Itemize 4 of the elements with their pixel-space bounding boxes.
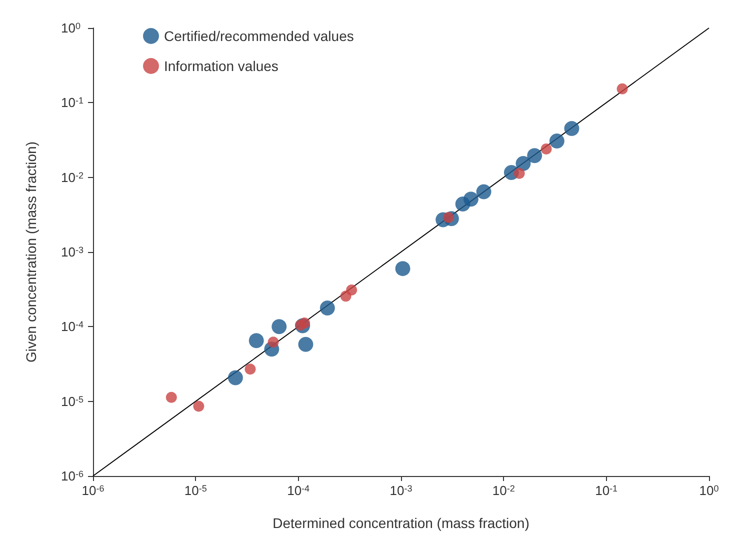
legend-label: Information values xyxy=(164,58,278,74)
legend-label: Certified/recommended values xyxy=(164,28,354,44)
x-axis-title: Determined concentration (mass fraction) xyxy=(272,515,530,531)
y-axis-title: Given concentration (mass fraction) xyxy=(23,142,39,362)
